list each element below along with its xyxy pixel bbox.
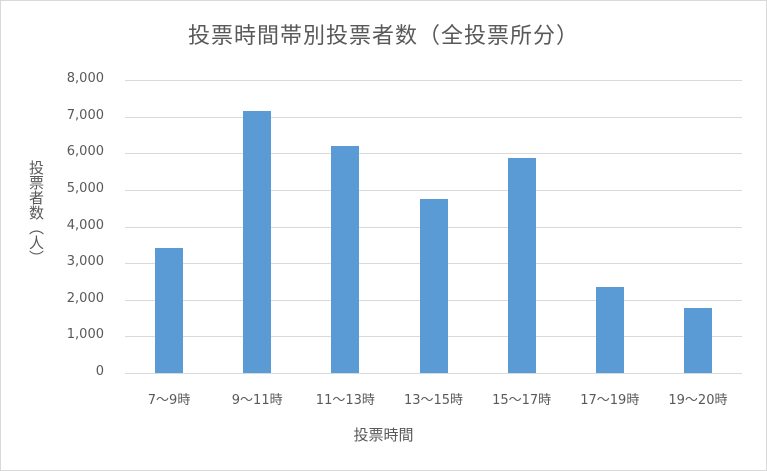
y-tick-label: 3,000 — [66, 254, 104, 270]
y-tick-label: 5,000 — [66, 180, 104, 196]
y-axis-label: 投票者数（人） — [27, 160, 45, 265]
y-tick-label: 7,000 — [66, 107, 104, 123]
y-tick-label: 0 — [95, 364, 104, 379]
x-axis-label: 投票時間 — [353, 426, 414, 444]
y-tick-label: 8,000 — [66, 71, 104, 86]
x-tick-label: 11～13時 — [315, 393, 375, 408]
x-tick-label: 9～11時 — [231, 393, 283, 408]
gridline — [125, 116, 742, 118]
y-tick-label: 1,000 — [66, 327, 104, 343]
x-tick-label: 15～17時 — [492, 393, 552, 408]
gridline — [125, 153, 742, 155]
x-tick-label: 17～19時 — [580, 393, 640, 408]
bar — [507, 158, 536, 373]
y-tick-label: 4,000 — [66, 217, 104, 233]
bar — [155, 248, 184, 373]
gridline — [125, 189, 742, 191]
bar — [243, 111, 272, 373]
y-tick-label: 2,000 — [66, 290, 104, 306]
bar — [419, 199, 448, 373]
x-tick-label: 19～20時 — [668, 393, 728, 408]
bar — [331, 145, 360, 373]
chart-title: 投票時間帯別投票者数（全投票所分） — [187, 24, 579, 49]
bar — [595, 287, 624, 373]
y-tick-label: 6,000 — [66, 144, 104, 160]
bar — [683, 308, 712, 373]
x-tick-label: 13～15時 — [403, 393, 464, 408]
gridline — [125, 80, 742, 81]
x-tick-label: 7～9時 — [147, 393, 191, 408]
gridline — [125, 373, 742, 374]
plot-area — [125, 80, 742, 374]
